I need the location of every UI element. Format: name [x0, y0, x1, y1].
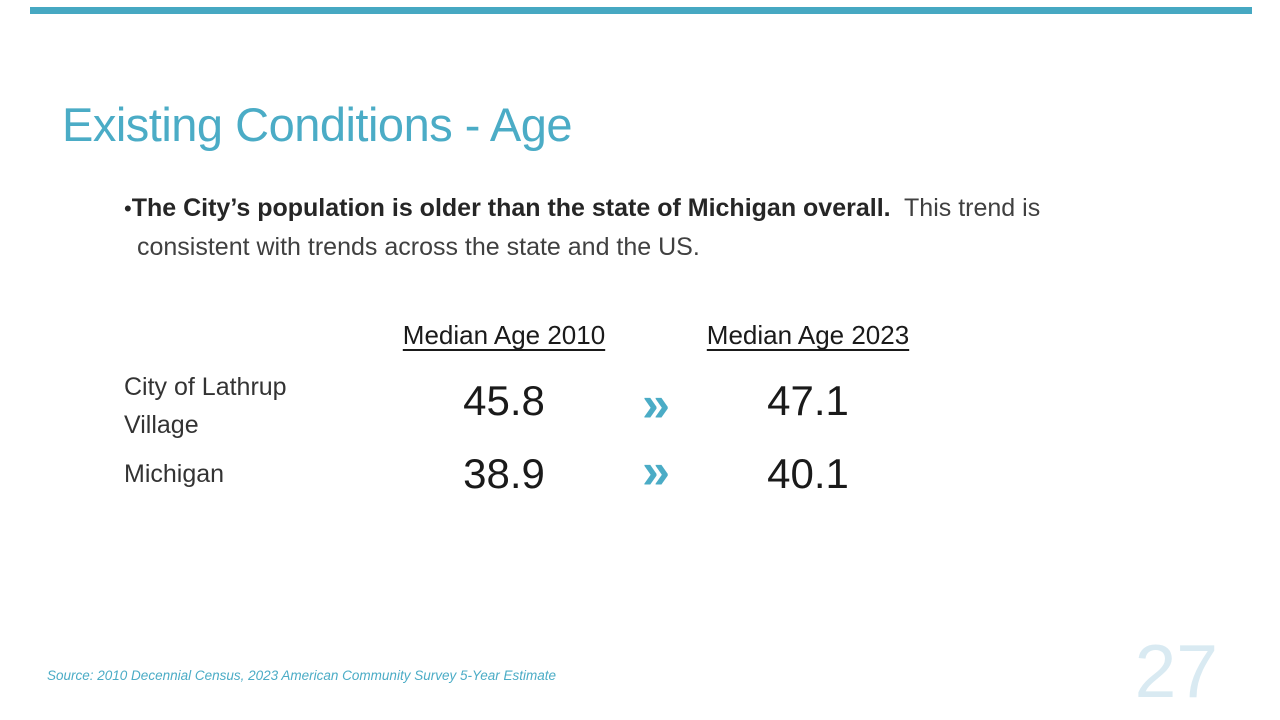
table-header-median-age-2010: Median Age 2010 [402, 320, 606, 350]
double-chevron-right-icon: » [642, 443, 670, 499]
table-header-median-age-2023: Median Age 2023 [706, 320, 910, 350]
table-row-label-michigan: Michigan [124, 460, 225, 488]
table-value-michigan-2010: 38.9 [463, 450, 545, 497]
table-value-lathrup-2023: 47.1 [767, 377, 849, 424]
bullet-text-emphasis: The City’s population is older than the … [131, 194, 891, 222]
bullet-item: •The City’s population is older than the… [124, 189, 1072, 267]
table-value-lathrup-2010: 45.8 [463, 377, 545, 424]
bullet-marker: • [124, 196, 132, 221]
bullet-text-regular: This trend is consistent with trends acr… [137, 194, 1048, 261]
accent-top-bar [30, 7, 1252, 14]
source-citation: Source: 2010 Decennial Census, 2023 Amer… [47, 668, 556, 683]
slide-title: Existing Conditions - Age [62, 98, 573, 152]
table-row-label-lathrup-village: City of Lathrup Village [124, 373, 287, 439]
double-chevron-right-icon: » [642, 376, 670, 432]
table-value-michigan-2023: 40.1 [767, 450, 849, 497]
page-number: 27 [1134, 629, 1218, 713]
